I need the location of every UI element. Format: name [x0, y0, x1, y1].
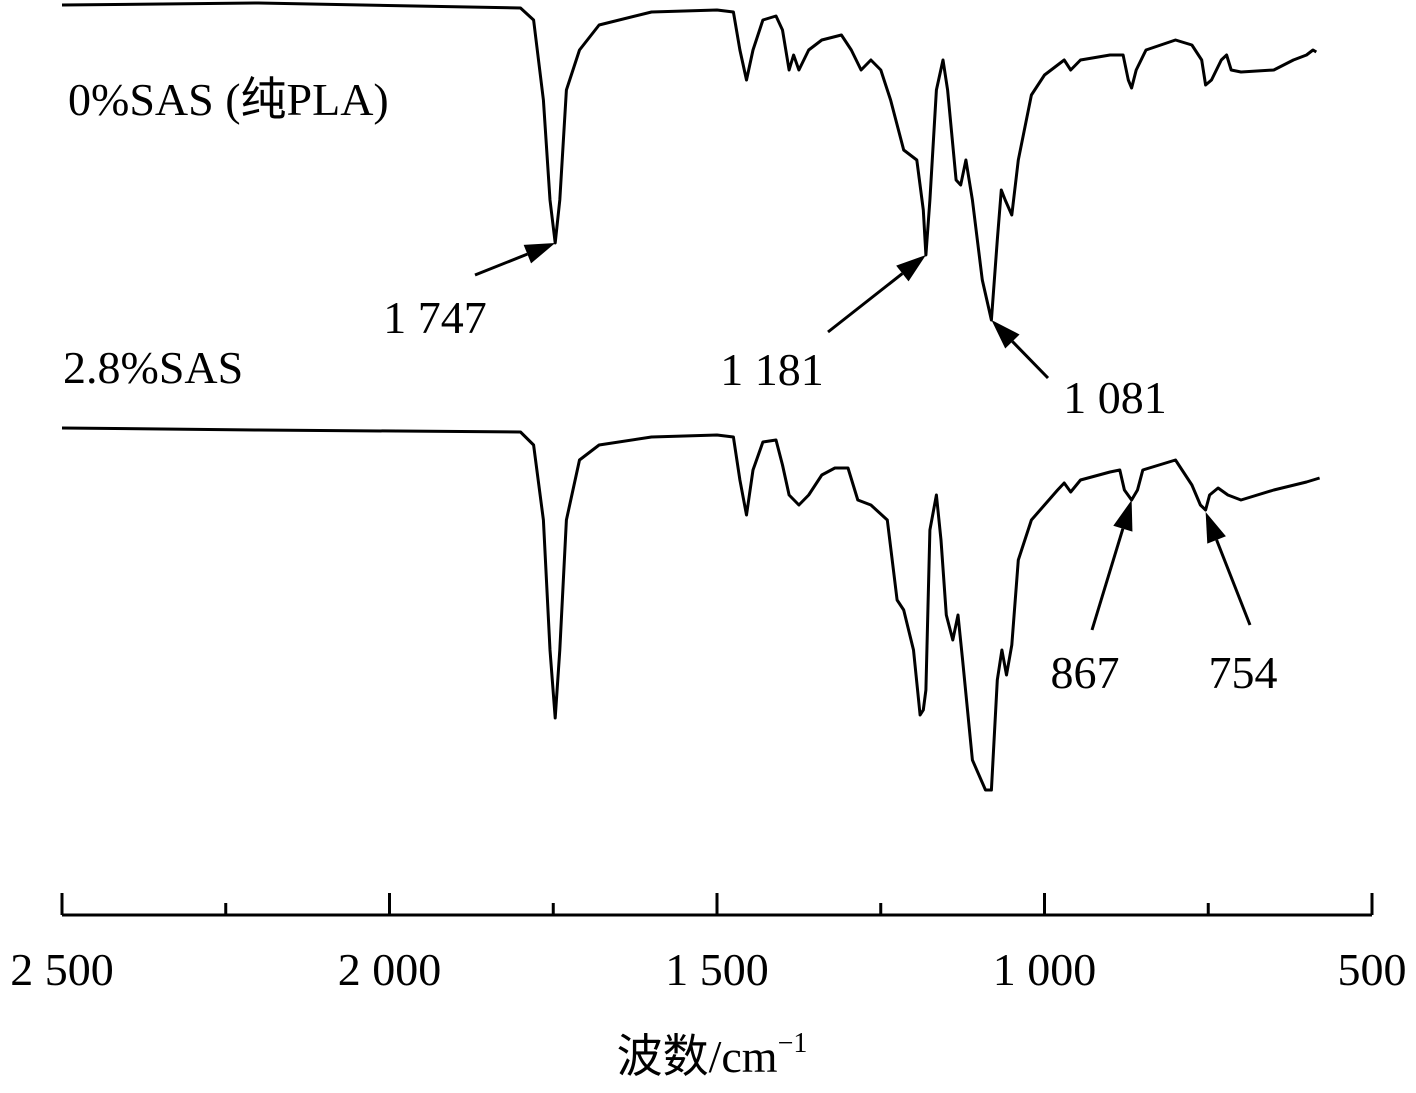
series-label: 0%SAS (纯PLA): [68, 74, 389, 125]
x-tick-label: 1 500: [665, 944, 769, 995]
annotation-arrow: [1090, 528, 1125, 631]
x-axis-label-sup: −1: [778, 1028, 808, 1059]
x-tick-label: 500: [1338, 944, 1407, 995]
annotation-arrow: [1011, 340, 1050, 380]
x-axis-label-text: 波数/cm: [617, 1031, 778, 1082]
x-tick-label: 2 000: [338, 944, 442, 995]
annotation-arrowhead: [1113, 500, 1133, 532]
annotation-label: 1 181: [720, 344, 824, 395]
annotation-label: 867: [1051, 647, 1120, 698]
annotation-arrow: [1215, 539, 1252, 626]
annotation-arrowhead: [896, 255, 926, 282]
spectrum-line: [61, 426, 1321, 792]
x-tick-label: 2 500: [10, 944, 114, 995]
annotation-label: 1 081: [1063, 372, 1167, 423]
annotation-arrowhead: [991, 320, 1020, 349]
series-label: 2.8%SAS: [63, 342, 243, 393]
annotation-arrow: [827, 272, 904, 334]
annotation-arrow: [474, 252, 528, 277]
annotation-label: 1 747: [383, 292, 487, 343]
x-tick-label: 1 000: [993, 944, 1097, 995]
spectrum-line: [61, 1, 1318, 322]
annotation-arrowhead: [523, 243, 556, 264]
annotation-arrowhead: [1205, 512, 1226, 544]
annotation-label: 754: [1209, 647, 1278, 698]
x-axis-label: 波数/cm−1: [617, 1028, 808, 1082]
